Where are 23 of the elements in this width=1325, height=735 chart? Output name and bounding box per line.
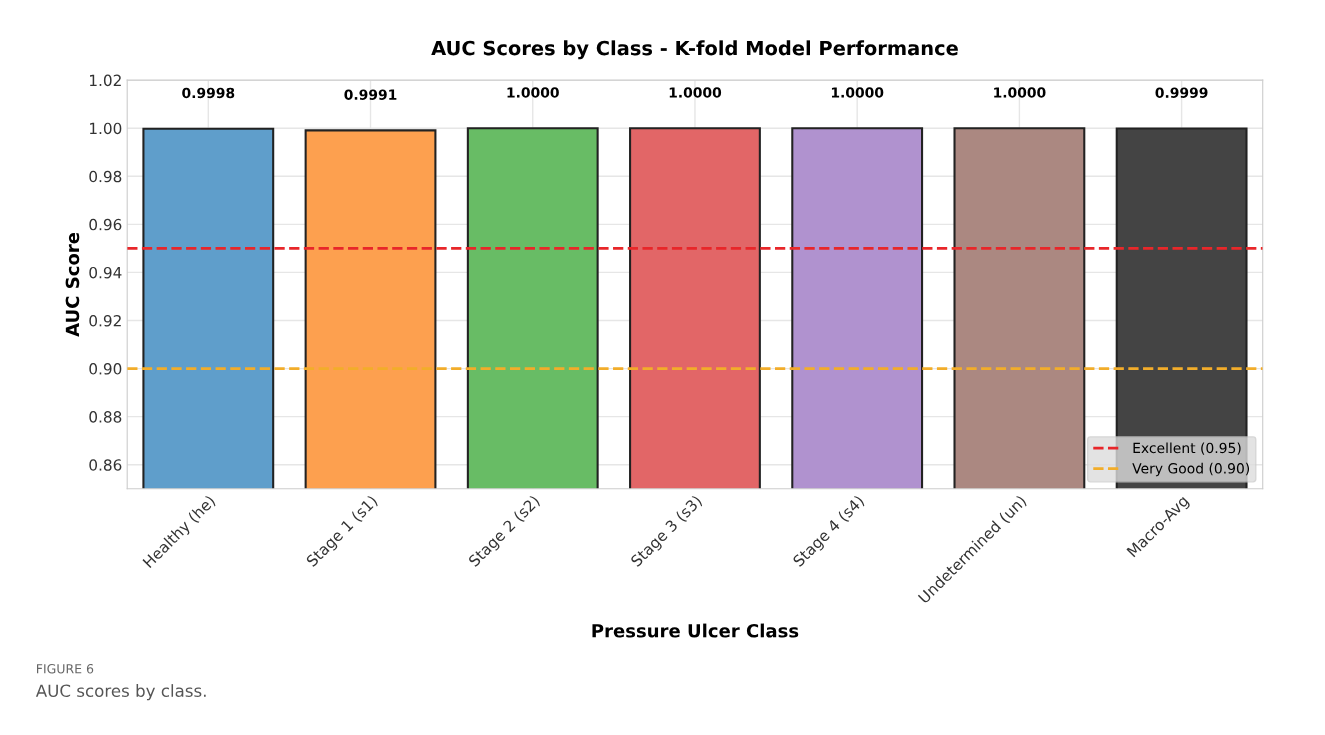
data-label: 1.0000 — [994, 87, 1046, 98]
data-label: 1.0000 — [669, 87, 722, 98]
y-tick-label: 1.00 — [90, 122, 122, 135]
data-label: 1.0000 — [831, 87, 884, 98]
y-tick-label: 0.98 — [89, 170, 122, 183]
y-axis-title: AUC Score — [65, 232, 80, 337]
legend-label: Very Good (0.90) — [1132, 462, 1250, 477]
y-tick-label: 0.96 — [89, 218, 122, 231]
data-label: 0.9999 — [1155, 87, 1208, 98]
chart-title: AUC Scores by Class - K-fold Model Performance — [431, 40, 958, 60]
y-tick-label: 0.90 — [89, 363, 122, 375]
legend-label: Excellent (0.95) — [1133, 442, 1241, 455]
y-tick-label: 1.02 — [90, 74, 121, 87]
y-tick-label: 0.94 — [89, 266, 122, 279]
caption: FIGURE 6 — [37, 663, 94, 674]
y-tick-label: 0.88 — [89, 411, 122, 423]
x-axis-title: Pressure Ulcer Class — [592, 623, 799, 638]
text: AUC scores by class. — [35, 684, 206, 701]
data-label: 1.0000 — [507, 87, 559, 98]
y-tick-label: 0.86 — [89, 459, 122, 471]
y-tick-label: 0.92 — [89, 314, 121, 327]
data-label: 0.9991 — [344, 89, 397, 100]
data-label: 0.9998 — [182, 87, 235, 99]
